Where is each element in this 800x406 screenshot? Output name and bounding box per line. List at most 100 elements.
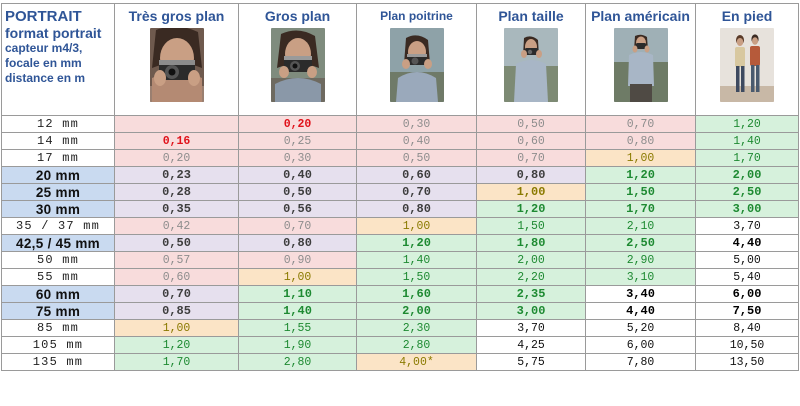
distance-cell: 1,10 <box>238 285 357 303</box>
distance-cell: 4,40 <box>585 302 696 320</box>
distance-cell: 1,60 <box>356 285 477 303</box>
distance-cell: 0,50 <box>114 234 239 252</box>
person-with-camera-close-up-photo <box>149 28 204 102</box>
distance-cell: 0,28 <box>114 183 239 201</box>
table-legend: PORTRAIT format portrait capteur m4/3, f… <box>1 3 115 116</box>
table-row: 20 mm 0,23 0,40 0,60 0,80 1,20 2,00 <box>1 166 799 184</box>
distance-cell: 1,80 <box>476 234 586 252</box>
distance-cell: 1,90 <box>238 336 357 354</box>
focal-length-cell: 42,5 / 45 mm <box>1 234 115 252</box>
distance-cell: 0,70 <box>114 285 239 303</box>
distance-cell: 2,00 <box>695 166 799 184</box>
distance-cell <box>114 115 239 133</box>
distance-cell: 0,60 <box>476 132 586 150</box>
table-row: 60 mm 0,70 1,10 1,60 2,35 3,40 6,00 <box>1 285 799 303</box>
distance-cell: 1,20 <box>476 200 586 218</box>
distance-cell: 0,50 <box>238 183 357 201</box>
table-row: 42,5 / 45 mm 0,50 0,80 1,20 1,80 2,50 4,40 <box>1 234 799 252</box>
distance-cell: 0,50 <box>356 149 477 167</box>
focal-length-cell: 85 mm <box>1 319 115 337</box>
table-title: PORTRAIT <box>5 8 82 25</box>
distance-cell: 4,40 <box>695 234 799 252</box>
distance-cell: 0,80 <box>356 200 477 218</box>
distance-cell: 1,50 <box>585 183 696 201</box>
distance-cell: 2,50 <box>585 234 696 252</box>
focal-length-cell: 50 mm <box>1 251 115 269</box>
distance-cell: 1,00 <box>476 183 586 201</box>
table-row: 105 mm 1,20 1,90 2,80 4,25 6,00 10,50 <box>1 336 799 354</box>
distance-cell: 0,30 <box>238 149 357 167</box>
table-row: 50 mm 0,57 0,90 1,40 2,00 2,90 5,00 <box>1 251 799 269</box>
focal-length-cell: 135 mm <box>1 353 115 371</box>
distance-cell: 0,70 <box>476 149 586 167</box>
distance-cell: 5,20 <box>585 319 696 337</box>
distance-cell: 2,30 <box>356 319 477 337</box>
distance-cell: 0,70 <box>585 115 696 133</box>
legend-line-sensor: capteur m4/3, <box>5 41 83 55</box>
distance-cell: 2,10 <box>585 217 696 235</box>
distance-cell: 6,00 <box>695 285 799 303</box>
column-label: Plan américain <box>591 8 690 24</box>
distance-cell: 0,50 <box>476 115 586 133</box>
distance-cell: 3,00 <box>476 302 586 320</box>
distance-cell: 0,16 <box>114 132 239 150</box>
distance-cell: 3,10 <box>585 268 696 286</box>
distance-cell: 2,50 <box>695 183 799 201</box>
table-row: 85 mm 1,00 1,55 2,30 3,70 5,20 8,40 <box>1 319 799 337</box>
focal-length-cell: 105 mm <box>1 336 115 354</box>
distance-cell: 1,00 <box>356 217 477 235</box>
distance-cell: 2,00 <box>356 302 477 320</box>
table-body: 12 mm 0,20 0,30 0,50 0,70 1,20 14 mm 0,16 0,25 0,… <box>1 115 799 371</box>
table-row: 75 mm 0,85 1,40 2,00 3,00 4,40 7,50 <box>1 302 799 320</box>
distance-cell: 0,57 <box>114 251 239 269</box>
portrait-distance-table: PORTRAIT format portrait capteur m4/3, f… <box>1 3 799 371</box>
distance-cell: 0,85 <box>114 302 239 320</box>
focal-length-cell: 35 / 37 mm <box>1 217 115 235</box>
distance-cell: 2,20 <box>476 268 586 286</box>
distance-cell: 3,40 <box>585 285 696 303</box>
distance-cell: 2,80 <box>238 353 357 371</box>
distance-cell: 1,00 <box>585 149 696 167</box>
column-label: En pied <box>721 8 773 24</box>
person-with-camera-american-shot-photo <box>613 28 668 102</box>
distance-cell: 7,80 <box>585 353 696 371</box>
focal-length-cell: 30 mm <box>1 200 115 218</box>
column-header-gros-plan: Gros plan <box>238 3 357 116</box>
distance-cell: 10,50 <box>695 336 799 354</box>
column-header-plan-taille: Plan taille <box>476 3 586 116</box>
distance-cell: 4,25 <box>476 336 586 354</box>
distance-cell: 0,40 <box>238 166 357 184</box>
focal-length-cell: 17 mm <box>1 149 115 167</box>
distance-cell: 2,00 <box>476 251 586 269</box>
distance-cell: 0,80 <box>476 166 586 184</box>
distance-cell: 8,40 <box>695 319 799 337</box>
distance-cell: 1,50 <box>476 217 586 235</box>
distance-cell: 5,75 <box>476 353 586 371</box>
column-label: Plan taille <box>498 8 564 24</box>
column-header-plan-americain: Plan américain <box>585 3 696 116</box>
legend-line-distance: distance en m <box>5 71 86 85</box>
distance-cell: 2,35 <box>476 285 586 303</box>
distance-cell: 2,90 <box>585 251 696 269</box>
column-label: Gros plan <box>264 8 331 24</box>
distance-cell: 1,70 <box>695 149 799 167</box>
distance-cell: 0,56 <box>238 200 357 218</box>
distance-cell: 1,20 <box>695 115 799 133</box>
distance-cell: 0,90 <box>238 251 357 269</box>
focal-length-cell: 12 mm <box>1 115 115 133</box>
distance-cell: 0,40 <box>356 132 477 150</box>
distance-cell: 5,00 <box>695 251 799 269</box>
person-with-camera-waist-shot-photo <box>504 28 558 102</box>
column-label: Plan poitrine <box>380 9 453 23</box>
distance-cell: 1,40 <box>695 132 799 150</box>
distance-cell: 0,60 <box>356 166 477 184</box>
distance-cell: 1,55 <box>238 319 357 337</box>
focal-length-cell: 14 mm <box>1 132 115 150</box>
focal-length-cell: 25 mm <box>1 183 115 201</box>
distance-cell: 0,70 <box>356 183 477 201</box>
distance-cell: 5,40 <box>695 268 799 286</box>
distance-cell: 0,35 <box>114 200 239 218</box>
distance-cell: 1,40 <box>238 302 357 320</box>
distance-cell: 7,50 <box>695 302 799 320</box>
